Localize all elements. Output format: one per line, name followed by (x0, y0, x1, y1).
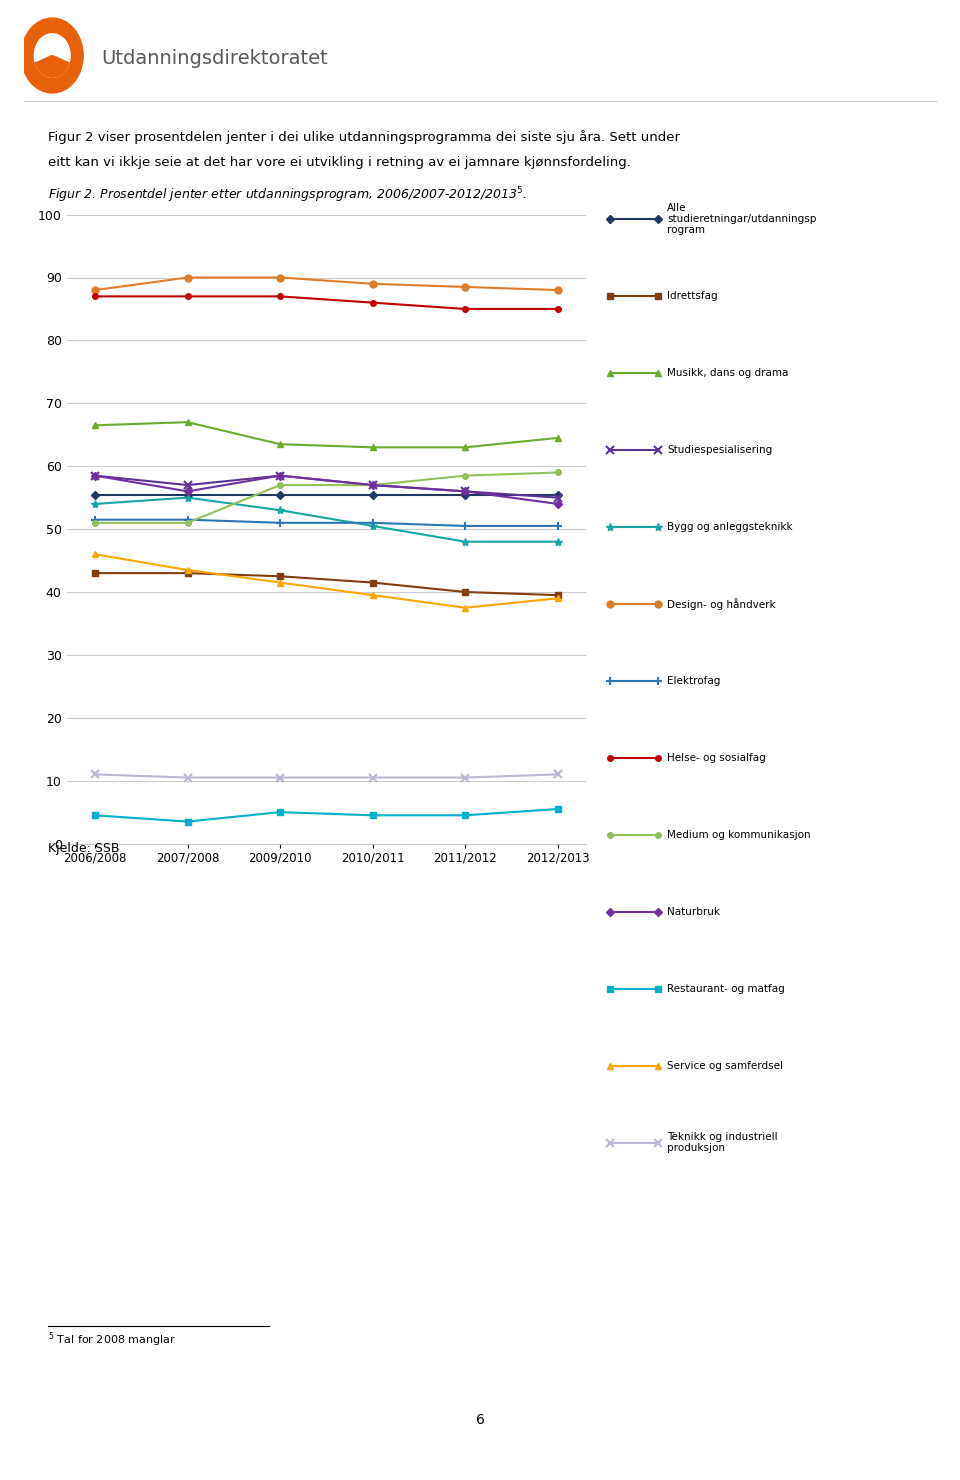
Text: Kjelde: SSB: Kjelde: SSB (48, 842, 119, 855)
Text: Idrettsfag: Idrettsfag (667, 292, 718, 300)
Circle shape (35, 34, 70, 77)
Text: Studiespesialisering: Studiespesialisering (667, 445, 773, 454)
Text: Alle
studieretningar/utdanningsp
rogram: Alle studieretningar/utdanningsp rogram (667, 203, 817, 235)
Text: Elektrofag: Elektrofag (667, 676, 721, 685)
Text: Medium og kommunikasjon: Medium og kommunikasjon (667, 830, 811, 839)
Wedge shape (36, 55, 69, 77)
Text: Teknikk og industriell
produksjon: Teknikk og industriell produksjon (667, 1132, 778, 1153)
Circle shape (21, 18, 84, 93)
Text: Helse- og sosialfag: Helse- og sosialfag (667, 753, 766, 762)
Text: 6: 6 (475, 1413, 485, 1427)
Text: Restaurant- og matfag: Restaurant- og matfag (667, 984, 785, 993)
Text: Figur 2 viser prosentdelen jenter i dei ulike utdanningsprogramma dei siste sju : Figur 2 viser prosentdelen jenter i dei … (48, 130, 680, 144)
Text: Service og samferdsel: Service og samferdsel (667, 1061, 783, 1070)
Text: Utdanningsdirektoratet: Utdanningsdirektoratet (101, 49, 327, 68)
Text: $^5$ Tal for 2008 manglar: $^5$ Tal for 2008 manglar (48, 1331, 176, 1350)
Text: Bygg og anleggsteknikk: Bygg og anleggsteknikk (667, 522, 793, 531)
Text: eitt kan vi ikkje seie at det har vore ei utvikling i retning av ei jamnare kjøn: eitt kan vi ikkje seie at det har vore e… (48, 155, 631, 169)
Text: Design- og håndverk: Design- og håndverk (667, 598, 776, 610)
Text: Musikk, dans og drama: Musikk, dans og drama (667, 369, 788, 377)
Text: Naturbruk: Naturbruk (667, 907, 720, 916)
Text: Figur 2. Prosentdel jenter etter utdanningsprogram, 2006/2007-2012/2013$^5$.: Figur 2. Prosentdel jenter etter utdanni… (48, 186, 526, 206)
